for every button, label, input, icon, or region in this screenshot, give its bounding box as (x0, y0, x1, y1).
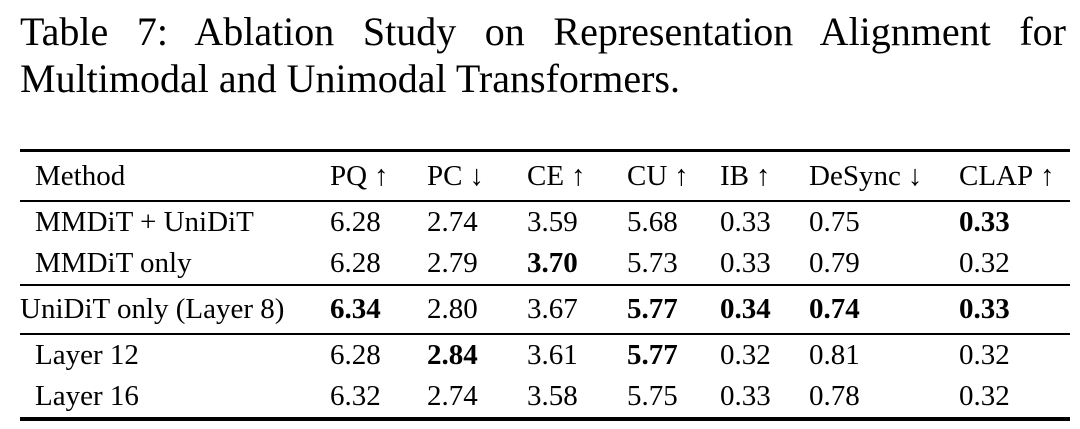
pq-cell: 6.28 (330, 247, 381, 279)
ib-cell: 0.34 (720, 293, 771, 325)
col-header-method-label: Method (35, 160, 126, 192)
table-row: Layer 12 6.28 2.84 3.61 5.77 0.32 0.81 0… (20, 334, 1070, 376)
col-header-ce-label: CE (527, 160, 565, 192)
col-header-pc: PC ↓ (427, 151, 527, 202)
clap-cell: 0.32 (959, 339, 1010, 371)
col-header-pq-label: PQ (330, 160, 368, 192)
pc-cell: 2.79 (427, 247, 478, 279)
pq-cell: 6.28 (330, 206, 381, 238)
ce-cell: 3.70 (527, 247, 578, 279)
col-header-pc-label: PC (427, 160, 463, 192)
table-header-row: Method PQ ↑ PC ↓ CE ↑ CU ↑ IB ↑ DeSync ↓ CLAP ↑ (20, 151, 1070, 202)
pc-cell: 2.84 (427, 339, 478, 371)
col-header-clap: CLAP ↑ (959, 151, 1070, 202)
col-header-ib-label: IB (720, 160, 749, 192)
ib-cell: 0.33 (720, 247, 771, 279)
table-group-multimodal: MMDiT + UniDiT 6.28 2.74 3.59 5.68 0.33 … (20, 201, 1070, 285)
table-group-layers: Layer 12 6.28 2.84 3.61 5.77 0.32 0.81 0… (20, 334, 1070, 419)
down-arrow-icon: ↓ (907, 160, 923, 192)
table-caption-line2: Multimodal and Unimodal Transformers. (20, 56, 680, 101)
desync-cell: 0.78 (809, 380, 860, 412)
col-header-cu-label: CU (627, 160, 668, 192)
col-header-ce: CE ↑ (527, 151, 627, 202)
ce-cell: 3.58 (527, 380, 578, 412)
clap-cell: 0.33 (959, 206, 1010, 238)
pq-cell: 6.28 (330, 339, 381, 371)
cu-cell: 5.73 (627, 247, 678, 279)
col-header-clap-label: CLAP (959, 160, 1034, 192)
desync-cell: 0.74 (809, 293, 860, 325)
table-caption-line1: Table 7: Ablation Study on Representatio… (20, 9, 1066, 54)
col-header-pq: PQ ↑ (330, 151, 427, 202)
col-header-desync-label: DeSync (809, 160, 901, 192)
up-arrow-icon: ↑ (674, 160, 689, 192)
ablation-table: Method PQ ↑ PC ↓ CE ↑ CU ↑ IB ↑ DeSync ↓ CLAP ↑… (20, 149, 1070, 421)
table-row: Layer 16 6.32 2.74 3.58 5.75 0.33 0.78 0… (20, 376, 1070, 419)
ce-cell: 3.61 (527, 339, 578, 371)
pc-cell: 2.74 (427, 380, 478, 412)
desync-cell: 0.75 (809, 206, 860, 238)
cu-cell: 5.77 (627, 339, 678, 371)
down-arrow-icon: ↓ (469, 160, 484, 192)
pq-cell: 6.32 (330, 380, 381, 412)
col-header-ib: IB ↑ (720, 151, 809, 202)
method-cell: Layer 16 (35, 380, 139, 412)
clap-cell: 0.33 (959, 293, 1010, 325)
table-row: MMDiT only 6.28 2.79 3.70 5.73 0.33 0.79… (20, 243, 1070, 285)
col-header-method: Method (20, 151, 330, 202)
up-arrow-icon: ↑ (756, 160, 771, 192)
up-arrow-icon: ↑ (374, 160, 389, 192)
up-arrow-icon: ↑ (1040, 160, 1055, 192)
cu-cell: 5.77 (627, 293, 678, 325)
ce-cell: 3.67 (527, 293, 578, 325)
pc-cell: 2.80 (427, 293, 478, 325)
ce-cell: 3.59 (527, 206, 578, 238)
cu-cell: 5.75 (627, 380, 678, 412)
table-caption: Table 7: Ablation Study on Representatio… (20, 8, 1066, 102)
table-row: UniDiT only (Layer 8) 6.34 2.80 3.67 5.7… (20, 285, 1070, 334)
ib-cell: 0.33 (720, 380, 771, 412)
col-header-desync: DeSync ↓ (809, 151, 959, 202)
col-header-cu: CU ↑ (627, 151, 720, 202)
clap-cell: 0.32 (959, 247, 1010, 279)
clap-cell: 0.32 (959, 380, 1010, 412)
method-cell: UniDiT only (Layer 8) (20, 293, 285, 325)
up-arrow-icon: ↑ (571, 160, 586, 192)
method-cell: MMDiT + UniDiT (35, 206, 254, 238)
method-cell: Layer 12 (35, 339, 139, 371)
table-group-unidit: UniDiT only (Layer 8) 6.34 2.80 3.67 5.7… (20, 285, 1070, 334)
desync-cell: 0.81 (809, 339, 860, 371)
pq-cell: 6.34 (330, 293, 381, 325)
ib-cell: 0.33 (720, 206, 771, 238)
table-row: MMDiT + UniDiT 6.28 2.74 3.59 5.68 0.33 … (20, 201, 1070, 243)
pc-cell: 2.74 (427, 206, 478, 238)
method-cell: MMDiT only (35, 247, 192, 279)
cu-cell: 5.68 (627, 206, 678, 238)
ib-cell: 0.32 (720, 339, 771, 371)
desync-cell: 0.79 (809, 247, 860, 279)
